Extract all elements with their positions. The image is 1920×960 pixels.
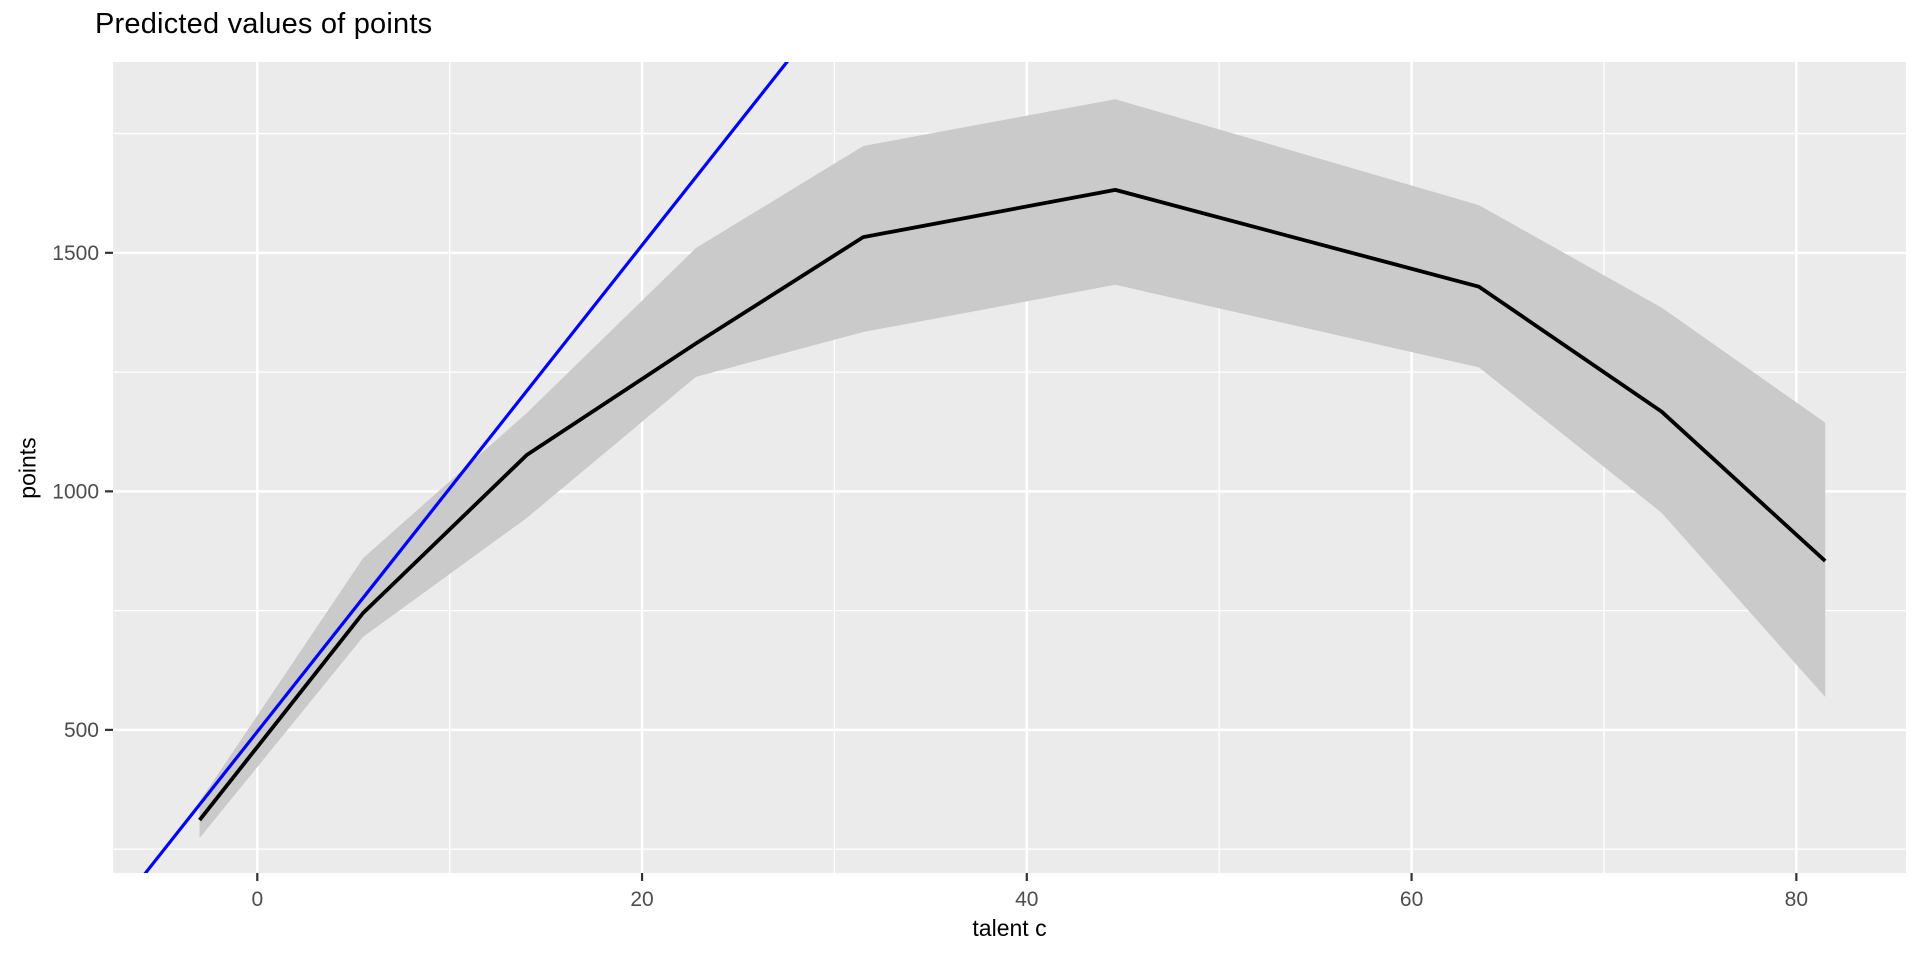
x-tick-label: 40: [1015, 888, 1038, 911]
y-tick-label: 1500: [52, 242, 99, 265]
x-tick-label: 80: [1785, 888, 1808, 911]
chart-title: Predicted values of points: [95, 8, 433, 40]
predicted-points-line: [198, 187, 1827, 822]
y-tick-label: 500: [64, 719, 99, 742]
y-tick-label: 1000: [52, 480, 99, 503]
x-axis-title: talent c: [972, 915, 1047, 941]
confidence-band: [199, 99, 1826, 839]
linear-reference-line: [143, 62, 789, 873]
x-tick-label: 0: [251, 888, 263, 911]
x-tick-label: 60: [1400, 888, 1423, 911]
y-axis-title: points: [14, 437, 41, 499]
x-tick-label: 20: [630, 888, 653, 911]
